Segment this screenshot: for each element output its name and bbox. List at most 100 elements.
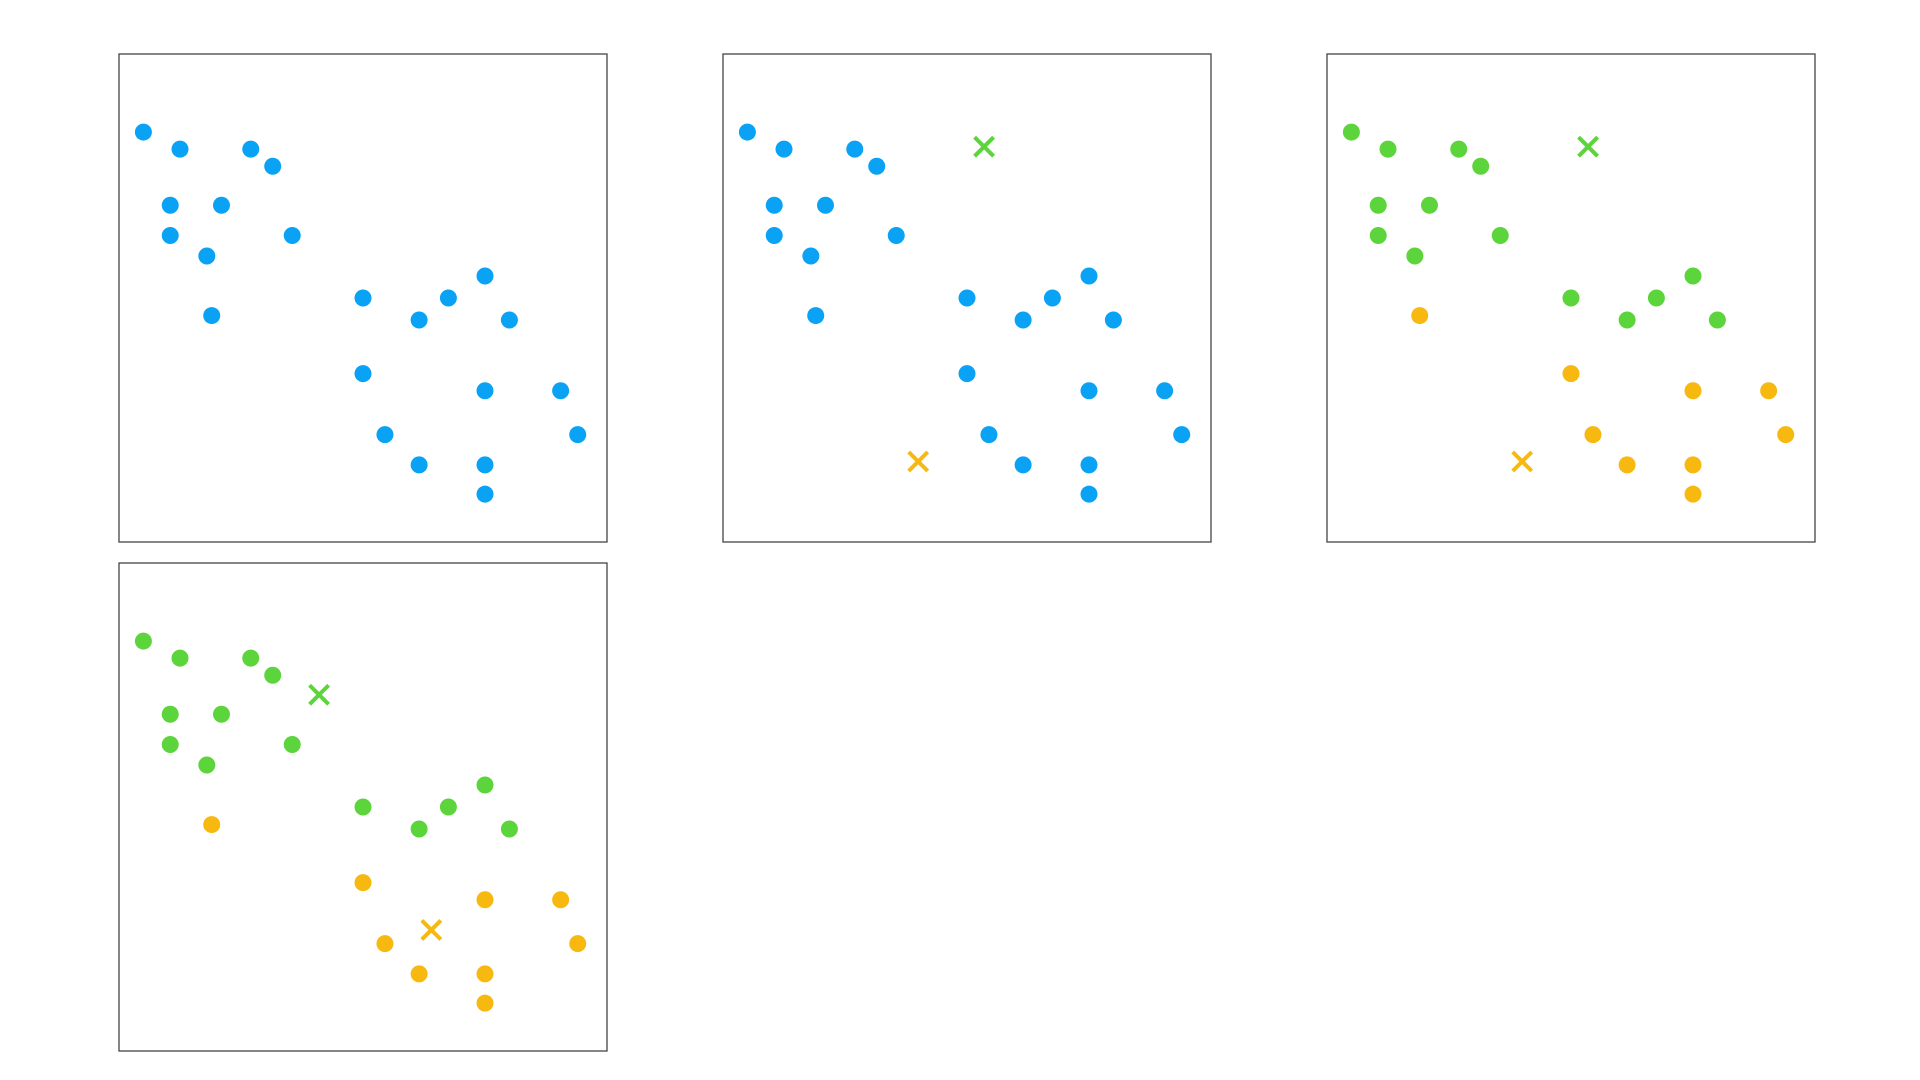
data-point — [1708, 311, 1726, 329]
data-point — [1043, 289, 1061, 307]
data-point — [846, 140, 864, 158]
data-point — [868, 157, 886, 175]
data-point — [476, 267, 494, 285]
data-point — [569, 935, 587, 953]
data-point — [410, 456, 428, 474]
data-point — [1156, 382, 1174, 400]
data-point — [1562, 365, 1580, 383]
data-point — [476, 994, 494, 1012]
data-point — [1491, 227, 1509, 245]
centroid-stroke — [308, 683, 330, 706]
data-point — [203, 307, 221, 325]
data-point — [1406, 247, 1424, 265]
data-point — [1760, 382, 1778, 400]
data-point — [500, 311, 518, 329]
data-point — [1379, 140, 1397, 158]
centroid-stroke — [1511, 450, 1534, 473]
data-point — [816, 196, 834, 214]
data-point — [476, 776, 494, 794]
data-point — [738, 123, 756, 141]
data-point — [283, 736, 301, 754]
data-point — [1562, 289, 1580, 307]
data-point — [802, 247, 820, 265]
data-point — [198, 756, 216, 774]
data-point — [212, 196, 230, 214]
data-point — [1684, 267, 1702, 285]
centroid-marker-cluster-2 — [1511, 450, 1534, 473]
scatter-panel-step-2 — [722, 53, 1212, 543]
data-point — [439, 798, 457, 816]
data-point — [569, 426, 587, 444]
data-point — [203, 816, 221, 834]
data-point — [1618, 311, 1636, 329]
data-point — [410, 820, 428, 838]
data-point — [134, 123, 152, 141]
data-point — [958, 289, 976, 307]
centroid-stroke — [907, 450, 930, 473]
data-point — [242, 140, 260, 158]
data-point — [1618, 456, 1636, 474]
data-point — [980, 426, 998, 444]
centroid-marker-cluster-1 — [1577, 135, 1599, 158]
scatter-panel-step-4 — [118, 562, 608, 1052]
data-point — [242, 649, 260, 667]
data-point — [410, 965, 428, 983]
centroid-marker-cluster-1 — [973, 135, 995, 158]
data-point — [1411, 307, 1429, 325]
data-point — [1014, 311, 1032, 329]
data-point — [161, 196, 179, 214]
data-point — [264, 666, 282, 684]
data-point — [410, 311, 428, 329]
data-point — [1014, 456, 1032, 474]
data-point — [283, 227, 301, 245]
data-point — [1173, 426, 1191, 444]
data-point — [198, 247, 216, 265]
data-point — [1342, 123, 1360, 141]
centroid-stroke — [420, 919, 443, 941]
data-point — [354, 874, 372, 892]
data-point — [1684, 485, 1702, 503]
data-point — [1104, 311, 1122, 329]
data-point — [476, 456, 494, 474]
data-point — [212, 705, 230, 723]
data-point — [1420, 196, 1438, 214]
data-point — [376, 935, 394, 953]
centroid-stroke — [973, 135, 995, 158]
data-point — [765, 227, 783, 245]
data-point — [887, 227, 905, 245]
data-point — [1080, 267, 1098, 285]
data-point — [1584, 426, 1602, 444]
scatter-panel-step-3 — [1326, 53, 1816, 543]
data-point — [161, 705, 179, 723]
data-point — [765, 196, 783, 214]
data-point — [500, 820, 518, 838]
data-point — [161, 736, 179, 754]
data-point — [476, 891, 494, 909]
data-point — [1684, 382, 1702, 400]
data-point — [1080, 485, 1098, 503]
centroid-marker-cluster-2 — [907, 450, 930, 473]
data-point — [1777, 426, 1795, 444]
data-point — [807, 307, 825, 325]
data-point — [552, 382, 570, 400]
data-point — [1080, 382, 1098, 400]
centroid-marker-cluster-1 — [308, 683, 330, 706]
data-point — [171, 140, 189, 158]
data-point — [1080, 456, 1098, 474]
scatter-panel-step-1 — [118, 53, 608, 543]
data-point — [552, 891, 570, 909]
data-point — [958, 365, 976, 383]
data-point — [171, 649, 189, 667]
centroid-marker-cluster-2 — [420, 919, 443, 941]
data-point — [354, 289, 372, 307]
data-point — [476, 965, 494, 983]
data-point — [439, 289, 457, 307]
data-point — [376, 426, 394, 444]
data-point — [1684, 456, 1702, 474]
data-point — [264, 157, 282, 175]
data-point — [134, 632, 152, 650]
data-point — [476, 485, 494, 503]
data-point — [1369, 227, 1387, 245]
data-point — [775, 140, 793, 158]
